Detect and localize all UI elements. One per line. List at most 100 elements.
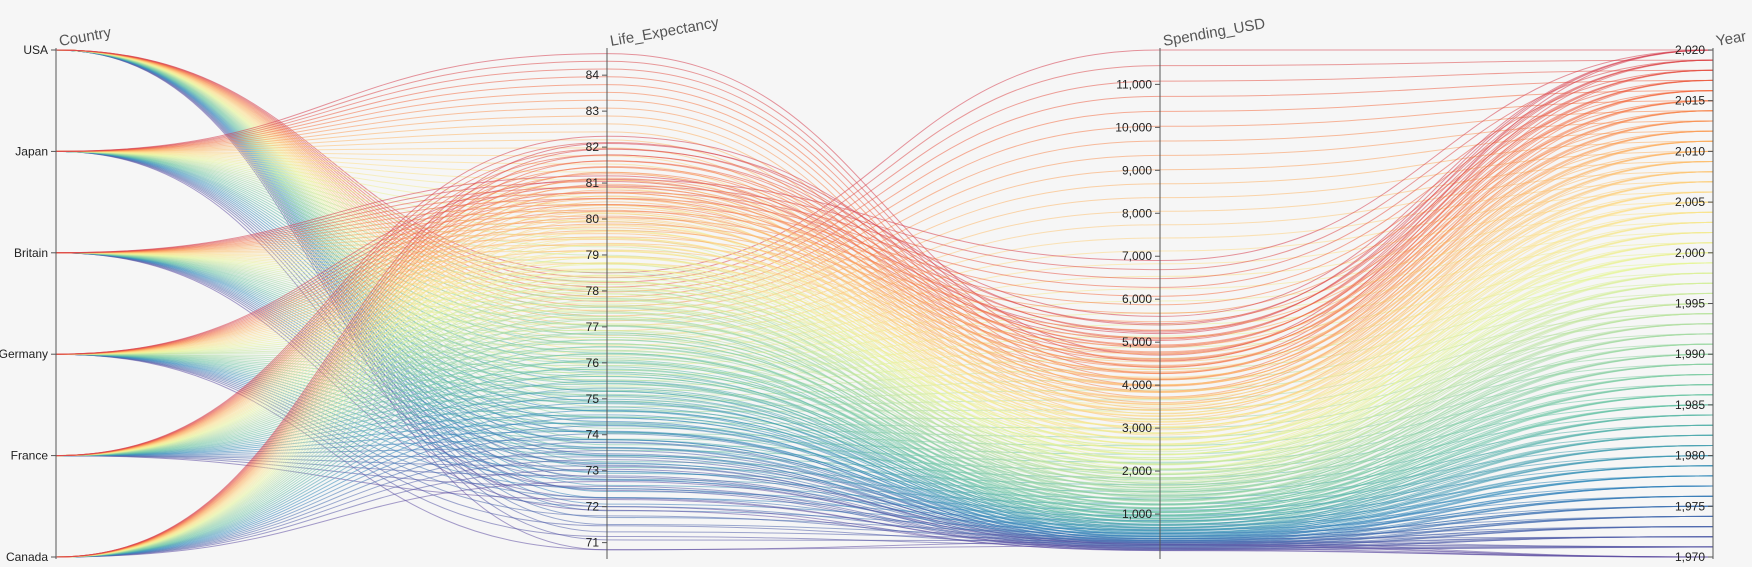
series-line-france-1986 bbox=[55, 361, 1714, 513]
series-line-france-1972 bbox=[55, 455, 1714, 548]
axis-country: Country USA Japan Britain Germany France Canad… bbox=[0, 24, 113, 564]
tick-label: 83 bbox=[586, 104, 600, 118]
series-line-france-2007 bbox=[55, 181, 1714, 457]
tick-label: 74 bbox=[586, 428, 600, 442]
series-line-canada-2008 bbox=[55, 171, 1714, 558]
series-line-japan-1976 bbox=[55, 150, 1714, 545]
series-line-canada-2009 bbox=[55, 161, 1714, 558]
tick-label: 4,000 bbox=[1122, 378, 1152, 392]
series-line-france-1987 bbox=[55, 353, 1714, 510]
series-line-canada-1995 bbox=[55, 293, 1714, 558]
series-line-canada-2007 bbox=[55, 181, 1714, 558]
tick-label: 2,000 bbox=[1122, 464, 1152, 478]
series-line-japan-2008 bbox=[55, 147, 1714, 426]
tick-label: 2,010 bbox=[1675, 144, 1705, 158]
tick-label: USA bbox=[23, 43, 48, 57]
series-line-france-1975 bbox=[55, 447, 1714, 544]
axis-title: Spending_USD bbox=[1162, 15, 1267, 50]
series-line-germany-2020 bbox=[55, 49, 1714, 355]
tick-label: 71 bbox=[586, 536, 600, 550]
tick-label: 1,990 bbox=[1675, 347, 1705, 361]
series-line-france-1976 bbox=[55, 439, 1714, 542]
series-line-germany-2017 bbox=[55, 79, 1714, 355]
series-line-canada-1991 bbox=[55, 319, 1714, 558]
series-line-france-1980 bbox=[55, 406, 1714, 532]
series-line-germany-2005 bbox=[55, 201, 1714, 386]
series-line-france-1977 bbox=[55, 430, 1714, 540]
series-line-canada-1984 bbox=[55, 366, 1714, 558]
series-line-germany-2019 bbox=[55, 59, 1714, 355]
series-line-canada-1972 bbox=[55, 459, 1714, 558]
series-line-canada-2020 bbox=[55, 49, 1714, 558]
series-line-canada-1983 bbox=[55, 373, 1714, 558]
series-line-france-1979 bbox=[55, 414, 1714, 535]
tick-label: Germany bbox=[0, 347, 48, 361]
tick-label: 2,005 bbox=[1675, 195, 1705, 209]
series-line-canada-1990 bbox=[55, 325, 1714, 558]
series-line-france-2006 bbox=[55, 191, 1714, 457]
series-line-usa-2018 bbox=[55, 49, 1714, 283]
series-line-france-2014 bbox=[55, 110, 1714, 457]
series-line-britain-2020 bbox=[55, 49, 1714, 335]
tick-label: 81 bbox=[586, 176, 600, 190]
tick-label: 11,000 bbox=[1116, 77, 1152, 91]
series-line-canada-2000 bbox=[55, 252, 1714, 558]
series-line-france-1989 bbox=[55, 339, 1714, 502]
series-line-france-2012 bbox=[55, 130, 1714, 457]
series-line-france-1985 bbox=[55, 368, 1714, 517]
series-line-france-2018 bbox=[55, 69, 1714, 457]
series-line-britain-2006 bbox=[55, 191, 1714, 423]
series-line-germany-2018 bbox=[55, 69, 1714, 355]
tick-label: 1,975 bbox=[1675, 499, 1705, 513]
series-line-canada-2011 bbox=[55, 140, 1714, 558]
series-line-canada-1994 bbox=[55, 299, 1714, 558]
tick-label: 2,020 bbox=[1675, 43, 1705, 57]
series-line-canada-1981 bbox=[55, 387, 1714, 558]
series-line-france-2016 bbox=[55, 90, 1714, 457]
series-line-britain-2011 bbox=[55, 140, 1714, 394]
tick-label: Japan bbox=[15, 144, 48, 158]
series-line-canada-2016 bbox=[55, 90, 1714, 558]
series-line-usa-2011 bbox=[55, 49, 1714, 317]
tick-label: France bbox=[11, 449, 49, 463]
tick-label: 6,000 bbox=[1122, 292, 1152, 306]
series-line-france-2015 bbox=[55, 100, 1714, 457]
series-line-britain-1996 bbox=[55, 252, 1714, 475]
series-line-france-2004 bbox=[55, 211, 1714, 457]
tick-label: 1,980 bbox=[1675, 449, 1705, 463]
series-line-canada-1998 bbox=[55, 272, 1714, 558]
series-line-france-2010 bbox=[55, 150, 1714, 457]
tick-label: 3,000 bbox=[1122, 421, 1152, 435]
series-line-usa-1984 bbox=[55, 49, 1714, 479]
tick-label: 75 bbox=[586, 392, 600, 406]
series-line-canada-1974 bbox=[55, 441, 1714, 558]
series-line-canada-1971 bbox=[55, 468, 1714, 558]
series-line-japan-2011 bbox=[55, 123, 1714, 409]
series-line-france-2011 bbox=[55, 140, 1714, 457]
series-line-canada-1978 bbox=[55, 409, 1714, 558]
axis-title: Year bbox=[1715, 28, 1748, 50]
series-line-canada-1997 bbox=[55, 280, 1714, 558]
tick-label: 7,000 bbox=[1122, 249, 1152, 263]
axis-year: Year 1,970 1,975 1,980 1,985 1,990 1,995 2,000 2… bbox=[1675, 28, 1748, 564]
series-line-japan-1977 bbox=[55, 150, 1714, 543]
series-line-canada-2001 bbox=[55, 242, 1714, 558]
series-line-canada-1980 bbox=[55, 394, 1714, 558]
axis-title: Life_Expectancy bbox=[609, 14, 721, 50]
tick-label: 84 bbox=[586, 68, 600, 82]
series-line-france-1999 bbox=[55, 262, 1714, 457]
series-line-canada-1993 bbox=[55, 306, 1714, 558]
series-line-britain-2009 bbox=[55, 161, 1714, 406]
series-line-japan-1983 bbox=[55, 150, 1714, 529]
series-line-germany-2000 bbox=[55, 252, 1714, 421]
series-line-germany-1983 bbox=[55, 353, 1714, 514]
series-line-canada-2006 bbox=[55, 191, 1714, 558]
series-line-canada-2019 bbox=[55, 59, 1714, 558]
series-line-britain-2010 bbox=[55, 150, 1714, 400]
series-line-germany-2016 bbox=[55, 90, 1714, 355]
series-line-britain-1975 bbox=[55, 252, 1714, 546]
series-line-france-1988 bbox=[55, 346, 1714, 506]
series-line-canada-2017 bbox=[55, 79, 1714, 558]
series-line-france-1970 bbox=[55, 455, 1714, 558]
series-line-canada-1973 bbox=[55, 450, 1714, 558]
